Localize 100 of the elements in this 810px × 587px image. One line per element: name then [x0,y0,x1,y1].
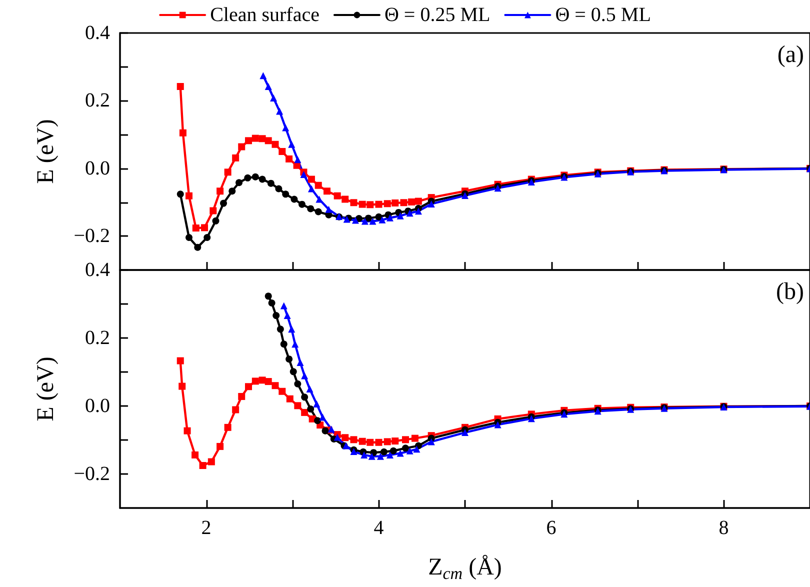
point [290,196,298,203]
point [244,174,252,182]
point [352,216,359,224]
point [364,214,372,222]
point [192,451,199,458]
point [296,358,304,366]
point [224,424,232,431]
point [402,444,409,452]
point [252,378,259,385]
point [264,378,272,386]
point [325,206,332,213]
point [294,156,302,164]
point [258,176,266,183]
point [390,447,397,454]
annotation: (b) [776,279,804,305]
point [396,450,404,457]
point [375,438,382,446]
point [252,134,259,142]
y-tick-label: 0.0 [85,395,110,417]
point [212,217,220,224]
point [402,436,409,444]
point [319,414,326,421]
point [294,402,302,410]
point [238,392,246,400]
point [301,372,308,380]
point [324,188,330,195]
legend-label: Θ = 0.25 ML [384,4,490,26]
x-tick-label: 4 [374,517,384,539]
legend-label: Clean surface [210,4,320,26]
y-tick-label: 0.4 [85,259,110,281]
point [264,292,272,300]
point [462,429,468,436]
point [232,154,240,162]
y-tick-label: 0.2 [85,90,110,112]
point [278,148,286,155]
point [342,196,349,203]
point [201,224,208,232]
point [392,199,399,206]
point [284,312,291,320]
point [300,171,308,178]
point [245,137,252,144]
point [216,442,224,450]
point [328,426,335,433]
point [384,200,391,208]
point [314,417,322,424]
point [245,383,252,390]
y-tick-label: 0.4 [85,22,110,44]
point [375,213,382,220]
point [307,205,314,212]
y-axis-title: E (eV) [33,356,59,422]
point [272,312,280,320]
point [294,380,302,388]
point [308,176,315,183]
point [252,173,259,180]
point [358,200,366,208]
point [282,190,290,198]
point [368,452,376,460]
point [313,400,320,408]
point [413,446,420,453]
point [186,234,192,241]
point [369,218,376,225]
point [184,427,191,434]
point [292,340,299,348]
point [176,82,184,90]
point [334,434,341,441]
point [268,299,276,306]
point [322,427,329,434]
point [228,188,236,195]
point [358,438,366,445]
point [179,129,186,136]
point [350,199,358,206]
point [204,234,211,241]
point [378,216,386,224]
x-tick-label: 2 [201,517,212,539]
point [361,218,368,225]
point [267,180,274,187]
point [400,199,408,206]
point [290,368,297,376]
point [278,388,286,395]
point [286,155,293,162]
point [224,168,232,176]
point [342,434,349,442]
point [366,201,374,208]
point [392,438,399,445]
x-tick-label: 6 [546,517,556,539]
point [220,200,227,207]
point [194,244,202,251]
point [270,94,278,102]
point [192,224,200,232]
point [216,188,224,195]
point [308,185,315,192]
point [301,394,308,401]
y-tick-label: 0.0 [85,157,110,180]
point [176,190,184,198]
point [386,451,394,458]
point [280,340,288,348]
point [286,395,294,402]
y-tick-label: −0.2 [74,225,110,248]
point [301,408,308,416]
point [314,208,322,216]
